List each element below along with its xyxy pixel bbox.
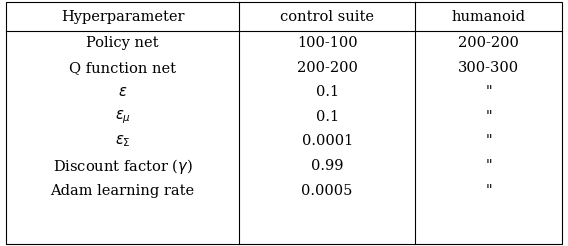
Text: 300-300: 300-300 bbox=[458, 61, 519, 75]
Text: 100-100: 100-100 bbox=[297, 36, 357, 50]
Text: ": " bbox=[485, 85, 492, 99]
Text: 200-200: 200-200 bbox=[458, 36, 519, 50]
Text: ": " bbox=[485, 184, 492, 198]
Text: ": " bbox=[485, 135, 492, 148]
Text: 0.0005: 0.0005 bbox=[302, 184, 353, 198]
Text: Discount factor ($\gamma$): Discount factor ($\gamma$) bbox=[53, 156, 193, 176]
Text: Hyperparameter: Hyperparameter bbox=[61, 10, 185, 24]
Text: $\epsilon_{\mu}$: $\epsilon_{\mu}$ bbox=[115, 108, 131, 126]
Text: 200-200: 200-200 bbox=[296, 61, 358, 75]
Text: Adam learning rate: Adam learning rate bbox=[51, 184, 195, 198]
Text: 0.1: 0.1 bbox=[316, 110, 339, 124]
Text: 0.1: 0.1 bbox=[316, 85, 339, 99]
Text: 0.0001: 0.0001 bbox=[302, 135, 353, 148]
Text: 0.99: 0.99 bbox=[311, 159, 344, 173]
Text: Policy net: Policy net bbox=[86, 36, 159, 50]
Text: humanoid: humanoid bbox=[452, 10, 525, 24]
Text: Q function net: Q function net bbox=[69, 61, 176, 75]
Text: control suite: control suite bbox=[280, 10, 374, 24]
Text: ": " bbox=[485, 110, 492, 124]
Text: ": " bbox=[485, 159, 492, 173]
Text: $\epsilon$: $\epsilon$ bbox=[118, 85, 127, 99]
Text: $\epsilon_{\Sigma}$: $\epsilon_{\Sigma}$ bbox=[115, 134, 131, 149]
